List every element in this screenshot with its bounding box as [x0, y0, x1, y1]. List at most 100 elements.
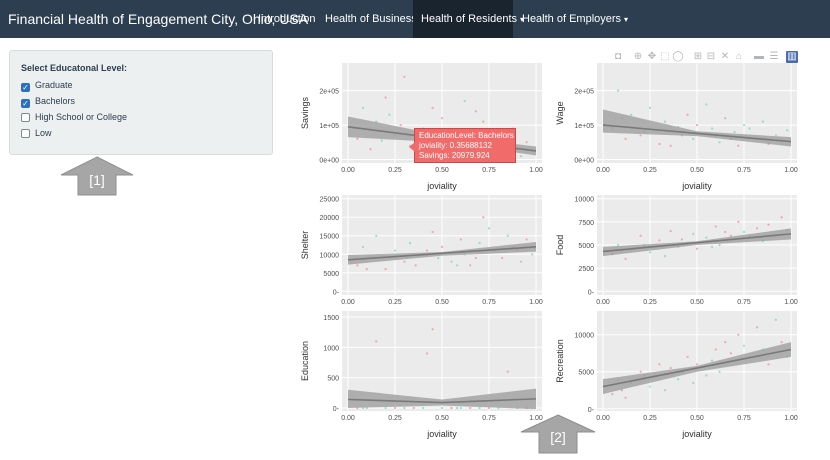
data-point[interactable]: [506, 234, 509, 237]
data-point[interactable]: [780, 341, 783, 344]
data-point[interactable]: [501, 256, 504, 260]
data-point[interactable]: [487, 227, 491, 230]
data-point[interactable]: [677, 378, 680, 381]
data-point[interactable]: [724, 117, 727, 120]
data-point[interactable]: [375, 340, 378, 343]
data-point[interactable]: [724, 230, 727, 234]
data-point[interactable]: [718, 370, 721, 373]
data-point[interactable]: [399, 123, 402, 127]
data-point[interactable]: [531, 253, 534, 256]
data-point[interactable]: [630, 113, 633, 116]
data-point[interactable]: [425, 352, 429, 355]
plotly-logo-icon[interactable]: ▥: [786, 51, 798, 63]
data-point[interactable]: [695, 123, 699, 127]
data-point[interactable]: [780, 216, 783, 219]
zoom-out-icon[interactable]: ⊟: [706, 51, 716, 62]
data-point[interactable]: [459, 406, 462, 410]
data-point[interactable]: [714, 348, 717, 351]
data-point[interactable]: [380, 139, 383, 142]
data-point[interactable]: [620, 389, 623, 392]
zoom-in-icon[interactable]: ⊞: [693, 51, 703, 62]
data-point[interactable]: [742, 230, 746, 234]
data-point[interactable]: [487, 406, 491, 410]
data-point[interactable]: [384, 96, 387, 99]
data-point[interactable]: [519, 260, 523, 263]
data-point[interactable]: [437, 256, 440, 260]
data-point[interactable]: [669, 230, 672, 233]
data-point[interactable]: [692, 232, 695, 235]
data-point[interactable]: [648, 251, 652, 254]
data-point[interactable]: [393, 249, 397, 252]
checkbox-high-school-or-college[interactable]: High School or College: [21, 110, 127, 124]
data-point[interactable]: [403, 75, 406, 78]
data-point[interactable]: [356, 264, 359, 267]
data-point[interactable]: [658, 239, 661, 242]
nav-introduction[interactable]: Introduction: [258, 13, 316, 25]
data-point[interactable]: [767, 363, 770, 366]
data-point[interactable]: [478, 406, 481, 410]
facet-plot-food[interactable]: 0-250050007500100000.000.250.500.751.00j…: [553, 193, 803, 323]
data-point[interactable]: [393, 406, 397, 410]
data-point[interactable]: [756, 326, 759, 329]
data-point[interactable]: [724, 341, 727, 344]
data-point[interactable]: [616, 243, 620, 247]
data-point[interactable]: [710, 245, 714, 248]
data-point[interactable]: [658, 142, 661, 146]
data-point[interactable]: [624, 137, 627, 140]
data-point[interactable]: [365, 267, 368, 271]
data-point[interactable]: [663, 389, 667, 392]
data-point[interactable]: [388, 113, 391, 116]
data-point[interactable]: [450, 406, 453, 410]
data-point[interactable]: [748, 127, 751, 130]
app-title[interactable]: Financial Health of Engagement City, Ohi…: [8, 11, 309, 27]
data-point[interactable]: [616, 89, 620, 92]
data-point[interactable]: [469, 406, 472, 410]
data-point[interactable]: [375, 234, 378, 237]
data-point[interactable]: [469, 264, 472, 267]
data-point[interactable]: [663, 255, 667, 258]
data-point[interactable]: [459, 238, 462, 241]
data-point[interactable]: [669, 366, 672, 370]
data-point[interactable]: [455, 406, 459, 410]
camera-icon[interactable]: ◘: [614, 51, 622, 62]
data-point[interactable]: [669, 144, 672, 147]
autoscale-icon[interactable]: ✕: [720, 51, 730, 62]
data-point[interactable]: [733, 130, 736, 134]
spike-lines-icon[interactable]: ▬: [754, 51, 764, 62]
data-point[interactable]: [356, 137, 359, 140]
data-point[interactable]: [718, 243, 721, 247]
data-point[interactable]: [431, 230, 434, 234]
data-point[interactable]: [384, 406, 387, 410]
data-point[interactable]: [767, 223, 770, 226]
data-point[interactable]: [686, 355, 689, 359]
data-point[interactable]: [440, 117, 444, 120]
data-point[interactable]: [525, 141, 528, 144]
data-point[interactable]: [639, 134, 642, 137]
data-point[interactable]: [705, 374, 708, 377]
data-point[interactable]: [737, 220, 740, 223]
data-point[interactable]: [474, 110, 477, 113]
data-point[interactable]: [680, 238, 684, 241]
facet-plot-shelter[interactable]: 0- 5000 10000 15000 20000 25000 0.00 0.25 0.50 0.…: [298, 193, 548, 323]
facet-plot-wage[interactable]: 0e+00 1e+05 2e+05 0.00 0.25 0.50 0.75 1.00 jovia…: [553, 61, 803, 191]
data-point[interactable]: [742, 344, 746, 347]
data-point[interactable]: [403, 260, 406, 263]
facet-plot-recreation[interactable]: 0- 5000 10000 0.00 0.25 0.50 0.75 1.00 joviality…: [553, 309, 803, 439]
data-point[interactable]: [648, 385, 652, 388]
data-point[interactable]: [412, 406, 415, 410]
data-point[interactable]: [786, 129, 789, 132]
data-point[interactable]: [525, 238, 528, 241]
data-point[interactable]: [729, 234, 732, 237]
facet-plot-savings[interactable]: 0e+00 1e+05 2e+05 0.00 0.25 0.50 0.75 1.00 jovia…: [298, 61, 548, 191]
checkbox-checked-icon[interactable]: ✓: [21, 99, 30, 108]
data-point[interactable]: [478, 242, 481, 245]
data-point[interactable]: [639, 370, 642, 373]
data-point[interactable]: [455, 264, 459, 267]
data-point[interactable]: [440, 245, 444, 248]
data-point[interactable]: [686, 113, 689, 116]
checkbox-low[interactable]: Low: [21, 126, 52, 140]
data-point[interactable]: [737, 144, 740, 147]
data-point[interactable]: [692, 137, 695, 140]
data-point[interactable]: [506, 370, 509, 373]
data-point[interactable]: [403, 406, 406, 410]
